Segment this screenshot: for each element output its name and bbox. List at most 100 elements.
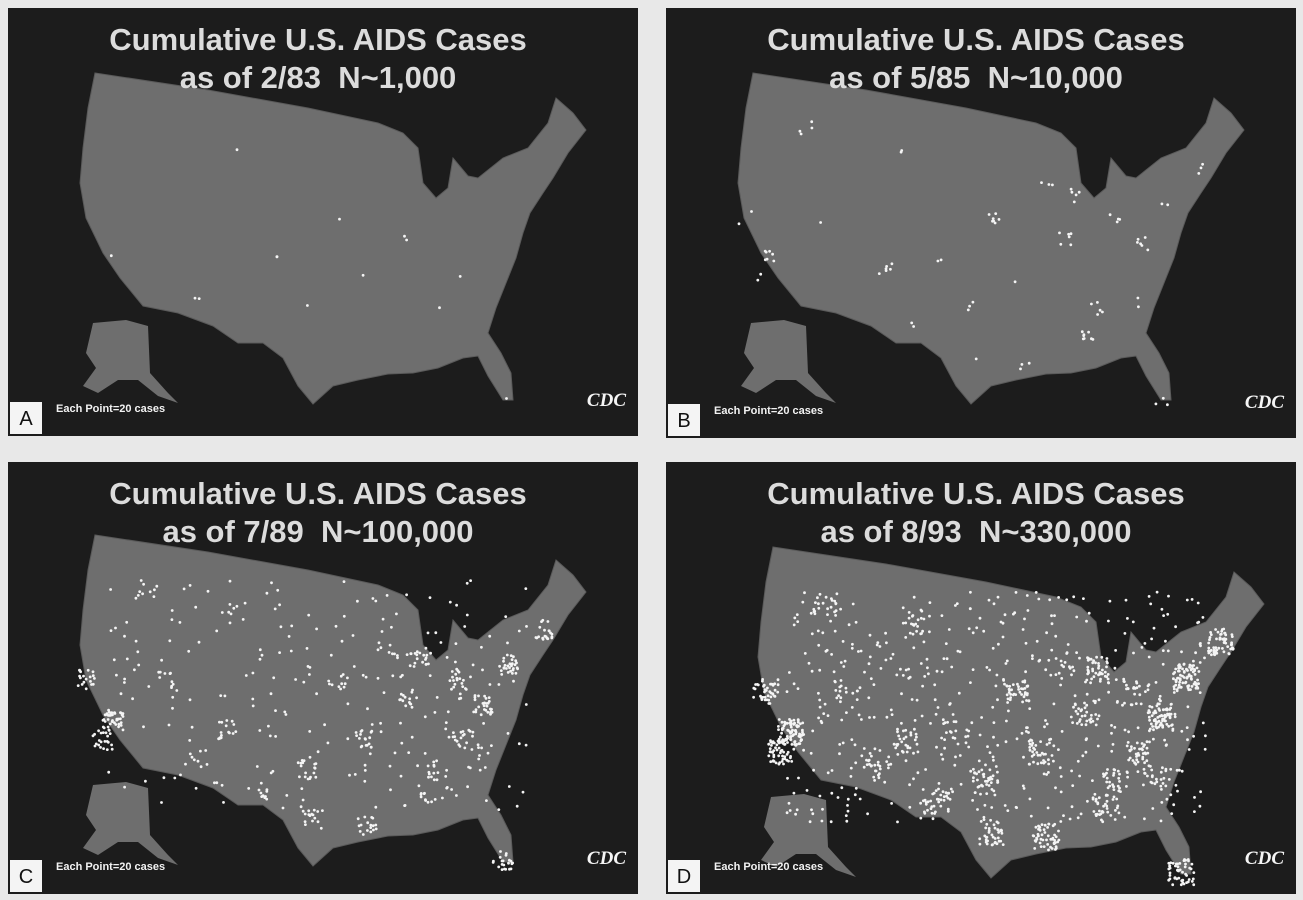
case-point (885, 760, 889, 763)
case-point (1197, 620, 1201, 624)
case-point (987, 598, 991, 602)
case-point (870, 754, 873, 758)
case-point (1081, 754, 1085, 758)
case-point (776, 690, 780, 694)
case-point (275, 255, 279, 259)
case-point (301, 798, 305, 802)
case-point (1179, 883, 1183, 887)
case-point (915, 742, 919, 746)
case-point (1039, 837, 1043, 841)
case-point (251, 704, 255, 708)
case-point (1084, 680, 1087, 684)
case-point (1056, 840, 1060, 844)
case-point (783, 755, 787, 758)
case-point (994, 765, 998, 768)
case-point (1145, 759, 1149, 763)
case-point (225, 719, 229, 722)
case-point (123, 677, 126, 681)
case-point (999, 829, 1002, 833)
case-point (1178, 678, 1182, 682)
case-point (1080, 723, 1084, 726)
case-point (540, 620, 543, 623)
case-point (364, 675, 368, 679)
case-point (1126, 741, 1130, 744)
case-point (954, 729, 958, 733)
case-point (939, 798, 943, 802)
case-point (970, 721, 974, 725)
case-point (991, 646, 995, 650)
case-point (1208, 636, 1212, 639)
case-point (412, 665, 416, 668)
case-point (301, 809, 305, 813)
title-line-2: as of 8/93 N~330,000 (820, 514, 1131, 549)
case-point (1175, 768, 1179, 772)
case-point (805, 789, 809, 792)
case-point (385, 594, 389, 597)
case-point (1172, 687, 1176, 691)
case-point (1044, 752, 1047, 756)
case-point (964, 741, 968, 745)
case-point (257, 788, 261, 792)
case-point (457, 670, 461, 674)
case-point (1141, 755, 1145, 759)
case-point (1025, 730, 1028, 733)
case-point (1085, 710, 1089, 714)
case-point (433, 711, 437, 714)
case-point (901, 674, 905, 677)
us-outline (737, 72, 1245, 405)
case-point (1156, 716, 1160, 719)
case-point (833, 599, 837, 603)
case-point (772, 259, 776, 263)
case-point (106, 725, 110, 729)
case-point (1075, 722, 1079, 725)
case-point (340, 682, 344, 686)
map (76, 534, 587, 871)
case-point (1057, 829, 1060, 833)
case-point (121, 712, 125, 715)
case-point (413, 661, 417, 665)
panel-label: A (19, 408, 33, 430)
case-point (434, 631, 438, 635)
case-point (1149, 764, 1152, 768)
case-point (97, 743, 101, 747)
case-point (876, 763, 880, 767)
case-point (477, 694, 480, 698)
case-point (134, 639, 138, 643)
case-point (878, 772, 881, 776)
case-point (829, 619, 832, 623)
case-point (1037, 659, 1041, 663)
case-point (423, 715, 427, 719)
case-point (768, 747, 772, 750)
case-point (458, 275, 462, 278)
case-point (342, 580, 346, 583)
case-point (461, 685, 465, 688)
case-point (1059, 775, 1063, 778)
case-point (786, 741, 789, 744)
case-point (927, 672, 930, 676)
case-point (951, 790, 954, 794)
case-point (509, 669, 512, 673)
case-point (1087, 669, 1090, 673)
case-point (911, 632, 915, 636)
case-point (515, 661, 518, 665)
case-point (853, 793, 857, 797)
case-point (452, 679, 455, 682)
case-point (780, 760, 784, 763)
case-point (1155, 777, 1158, 781)
case-point (1038, 753, 1042, 757)
case-point (369, 745, 373, 749)
case-point (1180, 650, 1183, 654)
case-point (508, 666, 511, 670)
alaska-outline (761, 794, 856, 877)
case-point (205, 763, 209, 766)
case-point (1059, 820, 1063, 823)
case-point (1148, 710, 1151, 714)
case-point (996, 595, 1000, 599)
case-point (838, 743, 842, 746)
case-point (1142, 767, 1146, 771)
case-point (319, 826, 323, 830)
case-point (488, 634, 492, 638)
case-point (436, 771, 440, 774)
